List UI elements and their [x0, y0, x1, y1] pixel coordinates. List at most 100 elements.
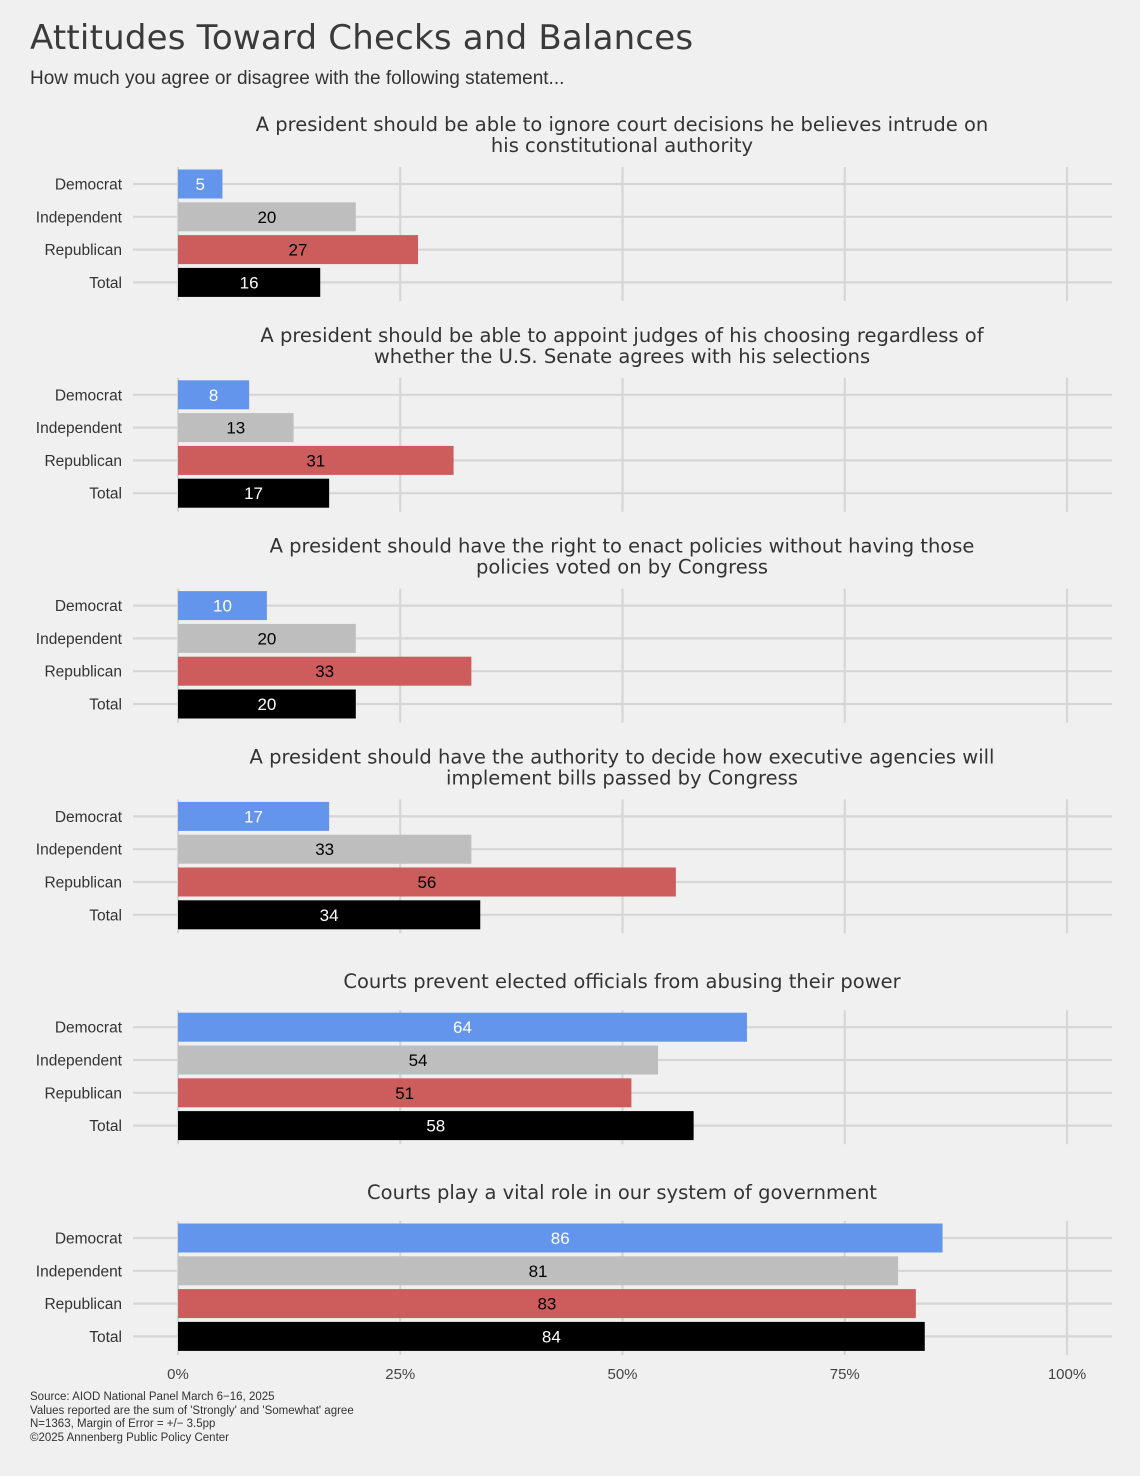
bar-total [178, 689, 356, 719]
data-label-independent: 33 [315, 840, 334, 859]
data-label-democrat: 17 [244, 807, 263, 826]
data-label-independent: 20 [257, 629, 276, 648]
panel-2-title-line-2: whether the U.S. Senate agrees with his … [374, 345, 870, 368]
category-label-total: Total [89, 486, 122, 503]
panel-3: A president should have the right to ena… [36, 535, 1112, 723]
category-label-republican: Republican [44, 453, 122, 470]
bar-total [178, 1111, 694, 1141]
category-label-total: Total [89, 1118, 122, 1135]
footer-source: Source: AIOD National Panel March 6−16, … [30, 1391, 275, 1403]
panel-4-title-line-2: implement bills passed by Congress [446, 766, 798, 789]
category-label-republican: Republican [44, 242, 122, 259]
data-label-democrat: 5 [195, 175, 204, 194]
bar-independent [178, 1256, 899, 1286]
data-label-total: 17 [244, 484, 263, 503]
x-tick-label: 25% [385, 1366, 415, 1383]
data-label-republican: 51 [395, 1084, 414, 1103]
bar-republican [178, 656, 472, 686]
data-label-total: 84 [542, 1327, 561, 1346]
data-label-independent: 81 [529, 1262, 548, 1281]
data-label-total: 16 [240, 273, 259, 292]
source-footer: Source: AIOD National Panel March 6−16, … [30, 1391, 354, 1445]
data-label-total: 34 [320, 906, 339, 925]
category-label-total: Total [89, 1329, 122, 1346]
category-label-republican: Republican [44, 1296, 122, 1313]
panel-5: Courts prevent elected officials from ab… [36, 970, 1112, 1145]
panel-2: A president should be able to appoint ju… [36, 324, 1112, 512]
bar-republican [178, 1078, 632, 1108]
panel-1-title-line-2: his constitutional authority [491, 134, 753, 157]
bar-total [178, 1321, 925, 1351]
bar-republican [178, 1289, 916, 1319]
category-label-democrat: Democrat [55, 387, 123, 404]
data-label-republican: 33 [315, 662, 334, 681]
category-label-independent: Independent [36, 209, 123, 226]
data-label-independent: 20 [257, 208, 276, 227]
bar-democrat [178, 169, 223, 199]
bar-independent [178, 834, 472, 864]
bar-republican [178, 867, 676, 897]
bar-independent [178, 1045, 659, 1075]
x-tick-label: 100% [1048, 1366, 1086, 1383]
footer-copyright: ©2025 Annenberg Public Policy Center [30, 1431, 229, 1444]
panel-3-title-line-2: policies voted on by Congress [476, 556, 768, 579]
category-label-democrat: Democrat [55, 1020, 123, 1037]
x-tick-label: 75% [830, 1366, 860, 1383]
data-label-republican: 83 [537, 1295, 556, 1314]
data-label-independent: 13 [226, 419, 245, 438]
bar-total [178, 267, 321, 297]
bar-independent [178, 623, 356, 653]
bar-democrat [178, 380, 250, 410]
panel-4-title-line-1: A president should have the authority to… [250, 745, 995, 768]
x-tick-label: 0% [167, 1366, 189, 1383]
panel-1: A president should be able to ignore cou… [36, 113, 1112, 301]
category-label-independent: Independent [36, 420, 123, 437]
category-label-total: Total [89, 697, 122, 714]
category-label-total: Total [89, 907, 122, 924]
data-label-republican: 56 [417, 873, 436, 892]
footer-sample: N=1363, Margin of Error = +/− 3.5pp [30, 1418, 216, 1430]
data-label-democrat: 10 [213, 597, 232, 616]
category-label-democrat: Democrat [55, 809, 123, 826]
category-label-republican: Republican [44, 875, 122, 892]
data-label-republican: 27 [289, 241, 308, 260]
category-label-democrat: Democrat [55, 1231, 123, 1248]
panel-6-title-line-1: Courts play a vital role in our system o… [367, 1181, 877, 1204]
bar-democrat [178, 1012, 747, 1042]
category-label-independent: Independent [36, 1053, 123, 1070]
chart-title: Attitudes Toward Checks and Balances [30, 18, 694, 58]
bar-republican [178, 445, 454, 475]
bar-democrat [178, 591, 267, 621]
bar-total [178, 900, 481, 930]
chart-subtitle: How much you agree or disagree with the … [30, 68, 565, 89]
category-label-republican: Republican [44, 1085, 122, 1102]
panel-2-title-line-1: A president should be able to appoint ju… [260, 324, 984, 347]
category-label-independent: Independent [36, 842, 123, 859]
panel-1-title-line-1: A president should be able to ignore cou… [256, 113, 989, 136]
category-label-total: Total [89, 275, 122, 292]
bar-republican [178, 235, 419, 265]
data-label-democrat: 64 [453, 1018, 472, 1037]
x-tick-label: 50% [607, 1366, 637, 1383]
bar-democrat [178, 801, 330, 831]
category-label-democrat: Democrat [55, 177, 123, 194]
bar-independent [178, 202, 356, 232]
panel-6: Courts play a vital role in our system o… [36, 1181, 1112, 1355]
data-label-independent: 54 [409, 1051, 428, 1070]
panel-3-title-line-1: A president should have the right to ena… [270, 535, 975, 558]
data-label-democrat: 8 [209, 386, 218, 405]
category-label-republican: Republican [44, 664, 122, 681]
category-label-independent: Independent [36, 1263, 123, 1280]
data-label-democrat: 86 [551, 1229, 570, 1248]
data-label-total: 58 [426, 1117, 445, 1136]
bar-total [178, 478, 330, 508]
bar-democrat [178, 1223, 943, 1253]
category-label-independent: Independent [36, 631, 123, 648]
data-label-total: 20 [257, 695, 276, 714]
category-label-democrat: Democrat [55, 598, 123, 615]
panel-4: A president should have the authority to… [36, 745, 1112, 934]
bar-independent [178, 413, 294, 443]
footer-note: Values reported are the sum of 'Strongly… [30, 1404, 354, 1417]
panel-5-title-line-1: Courts prevent elected officials from ab… [343, 970, 901, 993]
